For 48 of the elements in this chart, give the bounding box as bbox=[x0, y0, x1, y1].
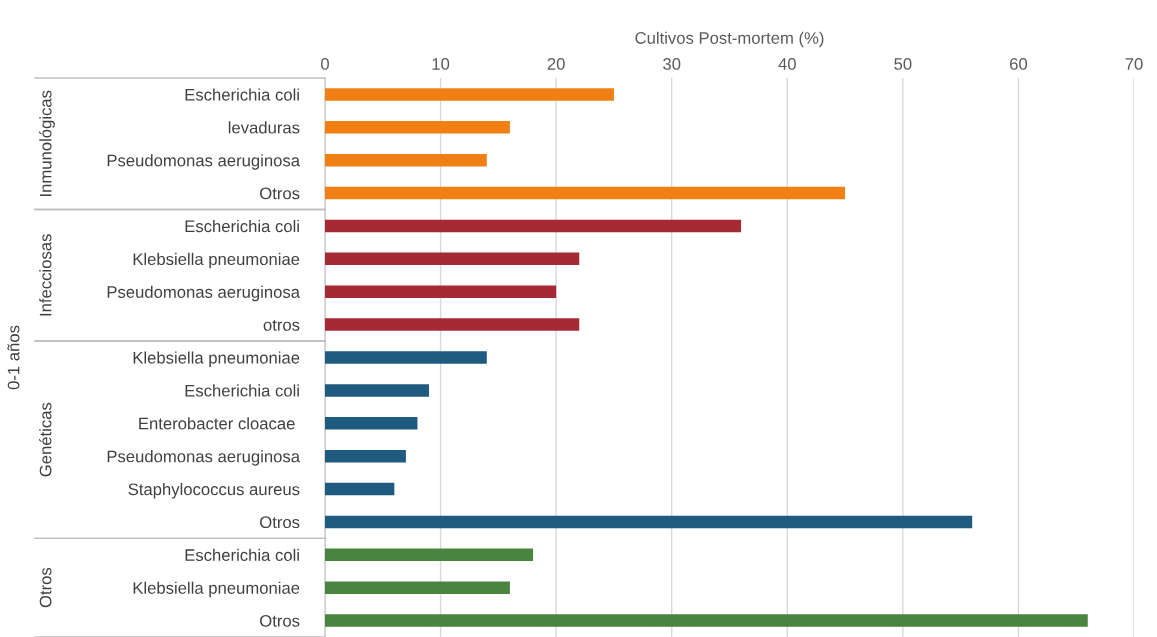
text: 0-1 años bbox=[7, 325, 20, 390]
y-tick-label: otros bbox=[263, 319, 300, 331]
x-tick-label: 60 bbox=[1010, 58, 1028, 70]
x-tick-label: 10 bbox=[432, 58, 450, 70]
x-tick-label: 0 bbox=[321, 58, 329, 70]
bar bbox=[325, 186, 846, 200]
x-tick-label: 40 bbox=[778, 58, 796, 70]
bar bbox=[325, 318, 580, 331]
bar bbox=[325, 351, 487, 364]
y-tick-label: Otros bbox=[260, 187, 300, 200]
x-tick-label: 50 bbox=[894, 58, 912, 70]
bar bbox=[325, 384, 430, 397]
y-tick-label: Escherichia coli bbox=[185, 548, 299, 561]
y-tick-label: Enterobacter cloacae bbox=[139, 417, 295, 430]
text: Inmunológicas bbox=[39, 90, 55, 196]
y-tick-label: Pseudomonas aeruginosa bbox=[107, 154, 301, 170]
y-tick-label: Escherichia coli bbox=[185, 384, 299, 397]
bar bbox=[325, 88, 614, 101]
text: Otros bbox=[39, 567, 52, 608]
bar bbox=[325, 285, 557, 298]
y-tick-label: Escherichia coli bbox=[185, 219, 299, 233]
bar bbox=[325, 548, 534, 562]
y-tick-label: Otros bbox=[260, 516, 300, 529]
y-tick-label: Pseudomonas aeruginosa bbox=[107, 450, 301, 466]
y-tick-label: Staphylococcus aureus bbox=[128, 482, 300, 499]
bar bbox=[325, 252, 580, 266]
bar bbox=[325, 153, 487, 167]
text: Infecciosas bbox=[39, 234, 52, 316]
x-tick-label: 30 bbox=[663, 58, 681, 70]
y-tick-label: Pseudomonas aeruginosa bbox=[107, 285, 301, 302]
y-tick-label: Klebsiella pneumoniae bbox=[133, 581, 300, 598]
y-tick-label: Escherichia coli bbox=[185, 88, 299, 101]
x-tick-label: 70 bbox=[1125, 58, 1143, 70]
bar bbox=[325, 417, 418, 430]
x-tick-label: 20 bbox=[547, 58, 565, 70]
y-tick-label: levaduras bbox=[228, 121, 300, 134]
bar bbox=[325, 614, 1088, 627]
bar bbox=[325, 482, 395, 496]
y-tick-label: Otros bbox=[260, 614, 300, 627]
bar bbox=[325, 219, 742, 233]
text: Genéticas bbox=[39, 402, 52, 477]
y-tick-label: Klebsiella pneumoniae bbox=[133, 252, 300, 269]
bar bbox=[325, 449, 406, 463]
x-axis-title: Cultivos Post-mortem (%) bbox=[635, 31, 824, 48]
bar bbox=[325, 121, 510, 134]
bar bbox=[325, 515, 973, 529]
bar bbox=[325, 581, 510, 594]
y-tick-label: Klebsiella pneumoniae bbox=[133, 351, 300, 367]
